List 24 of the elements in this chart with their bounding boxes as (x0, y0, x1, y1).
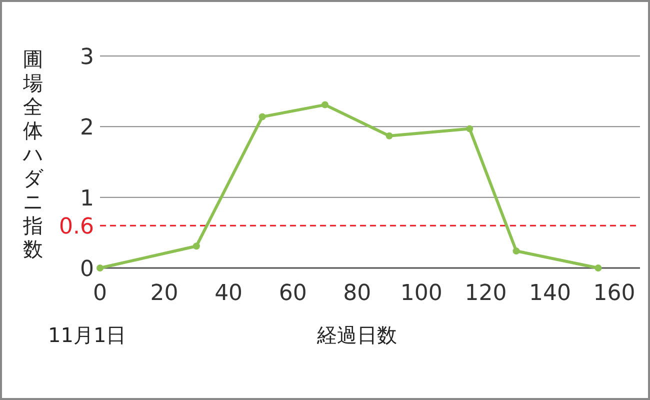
point (322, 101, 328, 108)
point (594, 264, 602, 272)
point (258, 113, 266, 120)
y-tick-label: 1 (80, 186, 94, 212)
text: 11月1日 (48, 323, 126, 347)
x-tick-label: 20 (150, 281, 178, 306)
point (192, 242, 200, 250)
x-tick-label: 160 (593, 281, 636, 306)
point (466, 125, 474, 132)
x-axis-title: 経過日数 (316, 323, 397, 347)
ref-line-label: 0.6 (59, 214, 94, 240)
x-tick-label: 60 (278, 281, 307, 306)
point (96, 264, 104, 272)
point (512, 248, 520, 255)
x-tick-label: 140 (529, 281, 571, 306)
point (386, 132, 393, 140)
x-tick-label: 40 (214, 281, 243, 306)
text: 圃場全体ハダニ指数 (23, 47, 43, 262)
y-tick-label: 3 (80, 45, 94, 70)
y-tick-label: 2 (80, 116, 94, 141)
x-tick-label: 100 (400, 281, 442, 306)
x-tick-label: 120 (464, 281, 507, 306)
x-tick-label: 80 (343, 281, 372, 306)
y-tick-label: 0 (80, 257, 94, 282)
